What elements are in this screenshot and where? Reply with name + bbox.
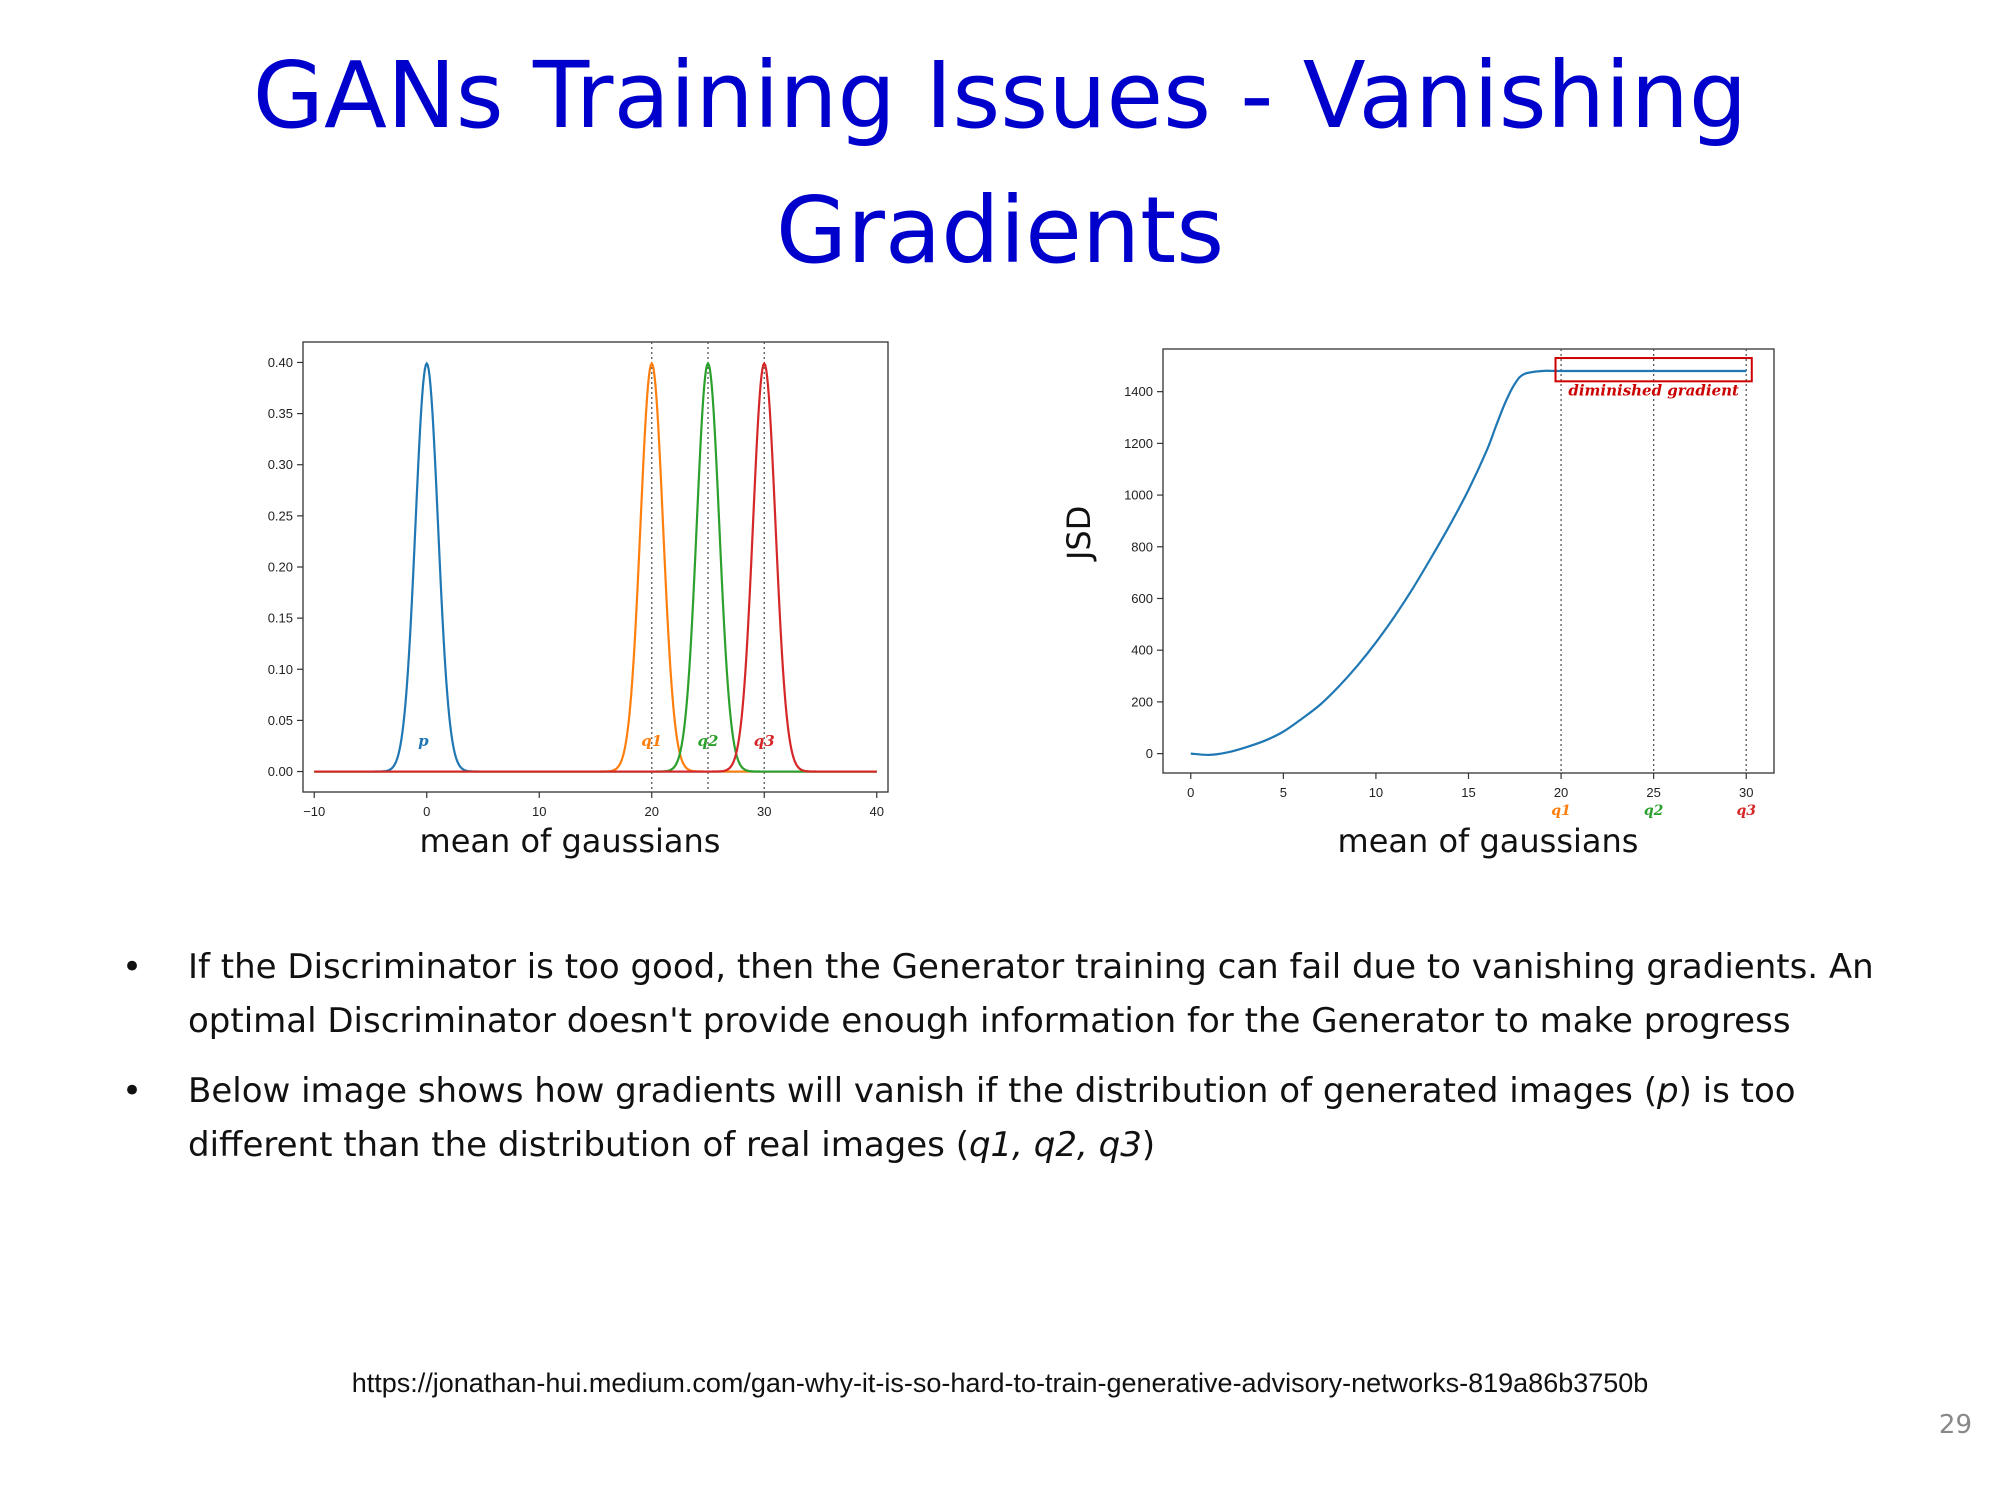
chart2-ytick-label: 600 — [1131, 591, 1153, 606]
page-number: 29 — [1938, 1410, 1972, 1440]
series-jsd-line — [1190, 369, 1747, 757]
bullet-item: • If the Discriminator is too good, then… — [112, 940, 1942, 1048]
chart2-xtick-label: 10 — [1369, 785, 1383, 800]
chart2-xtick-label: 0 — [1187, 785, 1194, 800]
chart2-xtick-label: 25 — [1646, 785, 1660, 800]
chart1-xtick-label: 40 — [870, 804, 884, 819]
chart2-ytick-label: 1200 — [1124, 436, 1153, 451]
series-q3-line — [314, 361, 877, 773]
chart1-ytick-label: 0.40 — [268, 355, 293, 370]
bullet-list: • If the Discriminator is too good, then… — [112, 940, 1942, 1188]
chart2-ytick-label: 800 — [1131, 539, 1153, 554]
bullet-dot: • — [122, 947, 143, 987]
chart2-ytick-label: 1000 — [1124, 488, 1153, 503]
bullet-text-part: Below image shows how gradients will van… — [188, 1071, 1657, 1111]
chart1-ytick-label: 0.10 — [268, 662, 293, 677]
xtick-sublabel-q3: q3 — [1736, 803, 1756, 819]
chart2-ytick-label: 0 — [1146, 746, 1153, 761]
bullet-text-part: ) is too different than the distribution… — [188, 1071, 1796, 1165]
chart2-ytick-label: 1400 — [1124, 384, 1153, 399]
chart1-ytick-label: 0.00 — [268, 764, 293, 779]
chart1-xlabel: mean of gaussians — [419, 822, 721, 860]
chart1-xtick-label: −10 — [303, 804, 325, 819]
chart1-xtick-label: 20 — [645, 804, 659, 819]
xtick-sublabel-q2: q2 — [1644, 803, 1664, 819]
source-url[interactable]: https://jonathan-hui.medium.com/gan-why-… — [351, 1368, 1649, 1398]
bullet-text: If the Discriminator is too good, then t… — [188, 947, 1874, 1041]
series-q1-label: q1 — [641, 732, 662, 750]
chart1-ytick-label: 0.20 — [268, 560, 293, 575]
chart1-ytick-label: 0.30 — [268, 457, 293, 472]
slide-title: GANs Training Issues - Vanishing Gradien… — [0, 28, 2000, 298]
chart2-xlabel: mean of gaussians — [1337, 822, 1639, 860]
title-line-1: GANs Training Issues - Vanishing — [252, 42, 1748, 149]
chart2-ytick-label: 200 — [1131, 694, 1153, 709]
chart2-plot-frame — [1162, 348, 1775, 774]
bullet-text-italic-p: p — [1656, 1071, 1679, 1111]
bullet-dot: • — [122, 1071, 143, 1111]
chart2-ylabel: JSD — [1060, 505, 1098, 560]
chart2-ytick-label: 400 — [1131, 643, 1153, 658]
bullet-item: • Below image shows how gradients will v… — [112, 1064, 1942, 1172]
chart1-ytick-label: 0.15 — [268, 611, 293, 626]
bullet-text-italic-q: q1, q2, q3 — [968, 1125, 1142, 1165]
annotation-box — [1554, 357, 1753, 383]
bullet-text-part: ) — [1141, 1125, 1156, 1165]
chart1-ytick-label: 0.25 — [268, 508, 293, 523]
chart1-xtick-label: 0 — [423, 804, 430, 819]
chart1-ytick-label: 0.35 — [268, 406, 293, 421]
series-p-label: p — [418, 732, 429, 750]
chart1-xtick-label: 10 — [532, 804, 546, 819]
chart2-xtick-label: 15 — [1461, 785, 1475, 800]
annotation-label: diminished gradient — [1568, 381, 1739, 399]
xtick-sublabel-q1: q1 — [1551, 803, 1571, 819]
chart1-ytick-label: 0.05 — [268, 713, 293, 728]
title-line-2: Gradients — [775, 177, 1225, 284]
chart2-xtick-label: 30 — [1739, 785, 1753, 800]
series-q3-label: q3 — [754, 732, 775, 750]
chart2-xtick-label: 20 — [1554, 785, 1568, 800]
series-q2-label: q2 — [698, 732, 719, 750]
chart2-xtick-label: 5 — [1280, 785, 1287, 800]
chart1-xtick-label: 30 — [757, 804, 771, 819]
